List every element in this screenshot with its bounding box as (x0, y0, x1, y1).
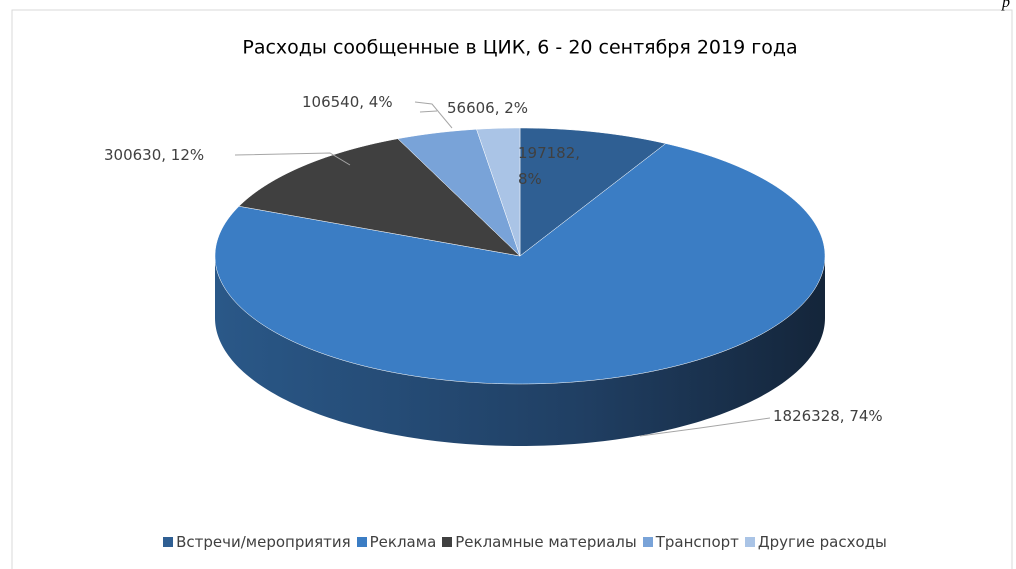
slice (397, 129, 521, 257)
leader-line (234, 152, 351, 166)
slice (519, 127, 667, 257)
leader-line (414, 101, 453, 129)
slice (238, 138, 521, 257)
page-mark: р (1002, 0, 1010, 11)
legend: Встречи/мероприятия Реклама Рекламные мате… (0, 533, 1016, 551)
legend-item: Реклама (356, 533, 437, 551)
chart-title: Расходы сообщенные в ЦИК, 6 - 20 сентябр… (242, 37, 797, 59)
legend-item: Рекламные материалы (442, 533, 637, 551)
legend-swatch (163, 537, 174, 547)
legend-swatch (442, 537, 453, 547)
slice (476, 127, 521, 257)
legend-label: Встречи/мероприятия (176, 533, 351, 551)
legend-swatch (744, 537, 755, 547)
data-label: 56606, 2% (447, 99, 529, 117)
slice (214, 143, 826, 385)
data-label: 106540, 4% (302, 93, 393, 111)
legend-label: Реклама (369, 533, 437, 551)
legend-label: Транспорт (655, 533, 739, 551)
legend-label: Другие расходы (757, 533, 887, 551)
leader-line (639, 417, 771, 437)
legend-swatch (642, 537, 653, 547)
data-label: 300630, 12% (104, 146, 205, 164)
legend-label: Рекламные материалы (455, 533, 637, 551)
legend-swatch (356, 537, 367, 547)
leader-line (419, 110, 438, 113)
slice-side (215, 256, 825, 446)
legend-item: Встречи/мероприятия (163, 533, 351, 551)
legend-item: Другие расходы (744, 533, 887, 551)
legend-item: Транспорт (642, 533, 739, 551)
data-label: 197182, 8% (518, 144, 581, 188)
data-label: 1826328, 74% (773, 407, 883, 425)
